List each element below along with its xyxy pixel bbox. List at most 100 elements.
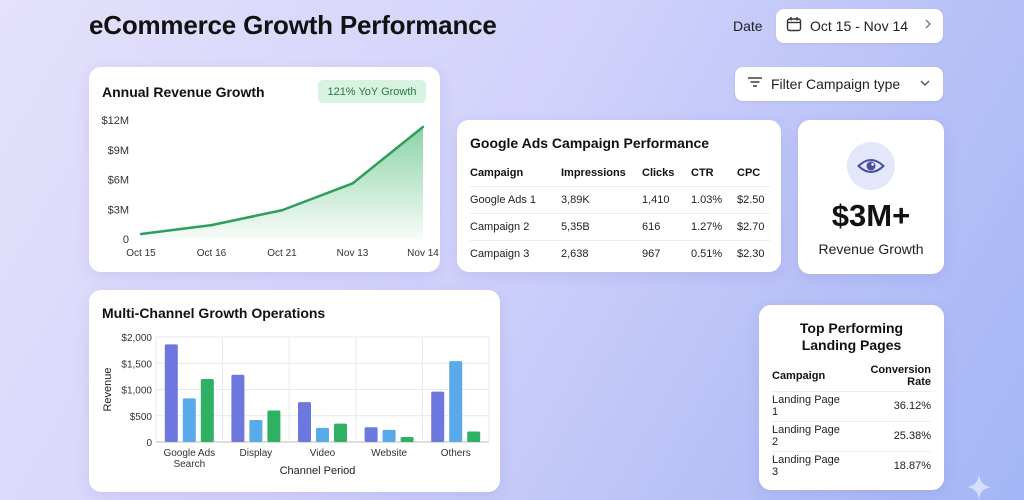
x-tick-label: Display [240, 448, 273, 459]
landing-pages-table: Campaign Conversion Rate Landing Page 1 … [772, 361, 931, 481]
cell-impressions: 2,638 [561, 239, 642, 267]
bar [164, 344, 178, 442]
x-tick-label: Oct 15 [126, 248, 156, 259]
landing-title-line2: Landing Pages [801, 337, 902, 353]
x-axis-label: Channel Period [280, 465, 356, 477]
y-tick-label: $1,000 [121, 386, 152, 397]
cell-clicks: 967 [642, 239, 691, 267]
y-axis-label: Revenue [102, 367, 114, 411]
bar [449, 361, 463, 442]
table-row[interactable]: Google Ads 1 3,89K 1,410 1.03% $2.50 [470, 185, 770, 213]
cell-rate: 25.38% [846, 420, 931, 451]
lp-table-header: Campaign Conversion Rate [772, 361, 931, 391]
col-clicks: Clicks [642, 166, 675, 179]
x-tick-label: Video [310, 448, 336, 459]
sparkle-icon [966, 474, 992, 500]
cell-clicks: 1,410 [642, 185, 691, 213]
y-tick-label: 0 [146, 438, 152, 449]
bar [316, 427, 329, 442]
cell-campaign: Campaign 3 [470, 239, 561, 267]
col-campaign: Campaign [470, 166, 524, 179]
x-tick-label: Oct 21 [267, 248, 297, 259]
metric-label: Revenue Growth [818, 241, 924, 257]
ads-table: Campaign Impressions Clicks CTR CPC Goog… [470, 160, 770, 267]
bar [200, 379, 214, 442]
cell-campaign: Campaign 2 [470, 212, 561, 240]
y-tick-label: $500 [130, 412, 153, 423]
google-ads-card: Google Ads Campaign Performance Campaign… [457, 120, 781, 272]
x-tick-label: Website [371, 448, 407, 459]
bar [249, 419, 263, 442]
data-point [421, 125, 425, 129]
eye-icon [847, 142, 895, 190]
ads-card-title: Google Ads Campaign Performance [470, 135, 710, 151]
col-impressions: Impressions [561, 166, 626, 179]
calendar-icon [786, 16, 802, 37]
bar [364, 427, 378, 442]
multi-channel-card: 0 $500 $1,000 $1,500 $2,000 Google Ads Search D… [89, 290, 500, 492]
col-campaign: Campaign [772, 369, 826, 382]
data-point [210, 223, 213, 227]
y-tick-label: $2,000 [121, 333, 152, 344]
date-label: Date [733, 18, 763, 34]
cell-impressions: 3,89K [561, 185, 642, 213]
cell-campaign: Google Ads 1 [470, 185, 561, 213]
landing-card-title: Top Performing Landing Pages [759, 320, 944, 354]
cell-cpc: $2.70 [737, 212, 770, 240]
bar [382, 429, 396, 442]
date-range-text: Oct 15 - Nov 14 [810, 18, 909, 34]
annual-revenue-card: 0 $3M $6M $9M $12M Oct 15 Oct 16 Oct 21 Nov 13 No… [89, 67, 440, 272]
cell-clicks: 616 [642, 212, 691, 240]
x-tick-label: Oct 16 [197, 248, 227, 259]
y-tick-label: $6M [108, 175, 129, 187]
bar [400, 437, 414, 442]
data-point [280, 209, 284, 212]
cell-page: Landing Page 2 [772, 420, 847, 451]
x-tick-label: Nov 13 [337, 248, 369, 259]
y-tick-label: $3M [108, 204, 129, 216]
chevron-down-icon[interactable] [919, 75, 931, 93]
table-row[interactable]: Campaign 2 5,35B 616 1.27% $2.70 [470, 212, 770, 240]
bar [182, 398, 196, 442]
y-tick-label: $1,500 [121, 359, 152, 370]
data-point [351, 182, 354, 185]
cell-page: Landing Page 1 [772, 390, 847, 421]
bar [431, 391, 445, 442]
chevron-right-icon[interactable] [923, 17, 933, 35]
x-tick-label: Nov 14 [407, 248, 439, 259]
cell-cpc: $2.30 [737, 239, 770, 267]
ads-table-header: Campaign Impressions Clicks CTR CPC [470, 160, 770, 186]
bar [334, 423, 347, 442]
cell-page: Landing Page 3 [772, 450, 847, 481]
cell-rate: 18.87% [846, 450, 931, 481]
bar [267, 410, 281, 442]
filter-label: Filter Campaign type [771, 76, 901, 92]
x-tick-label: Google Ads [163, 448, 215, 459]
x-tick-label: Others [441, 448, 471, 459]
revenue-area-chart: 0 $3M $6M $9M $12M Oct 15 Oct 16 Oct 21 Nov 13 No… [101, 115, 439, 259]
revenue-growth-metric-card: $3M+ Revenue Growth [798, 120, 944, 274]
col-cpc: CPC [737, 166, 761, 179]
bar [467, 431, 481, 442]
table-row[interactable]: Campaign 3 2,638 967 0.51% $2.30 [470, 239, 770, 267]
y-tick-label: $12M [101, 115, 129, 127]
filter-icon [747, 75, 763, 94]
cell-ctr: 1.27% [691, 212, 737, 240]
col-conversion-rate: Conversion Rate [870, 363, 931, 388]
cell-ctr: 1.03% [691, 185, 737, 213]
y-tick-label: $9M [108, 145, 129, 157]
page-title: eCommerce Growth Performance [89, 10, 497, 40]
y-tick-label: 0 [123, 234, 129, 246]
cell-rate: 36.12% [846, 390, 931, 421]
data-point [139, 232, 143, 236]
table-row[interactable]: Landing Page 2 25.38% [772, 420, 931, 451]
table-row[interactable]: Landing Page 1 36.12% [772, 390, 931, 421]
revenue-card-title: Annual Revenue Growth [102, 84, 265, 100]
bar [231, 374, 245, 442]
date-range-picker[interactable]: Oct 15 - Nov 14 [776, 9, 943, 43]
table-row[interactable]: Landing Page 3 18.87% [772, 450, 931, 481]
col-ctr: CTR [691, 166, 714, 179]
cell-ctr: 0.51% [691, 239, 737, 267]
filter-campaign-type[interactable]: Filter Campaign type [735, 67, 943, 101]
